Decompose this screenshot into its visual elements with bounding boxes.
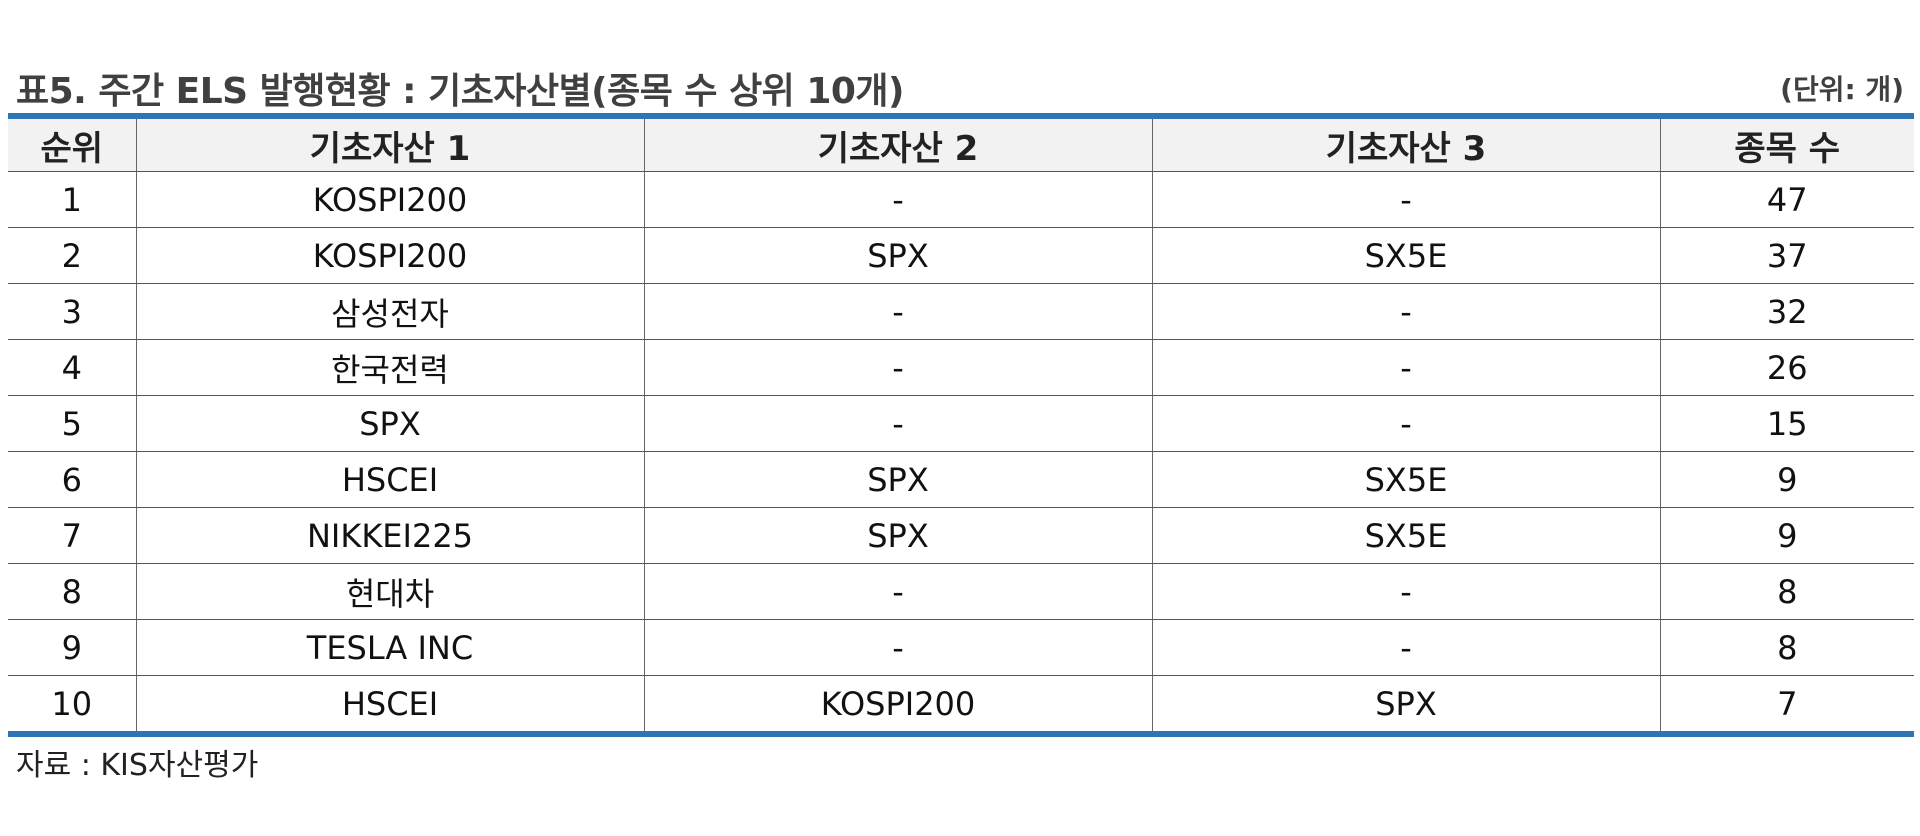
table-row: 8 현대차 - - 8 — [8, 563, 1914, 620]
cell-rank: 5 — [8, 395, 136, 452]
cell-count: 37 — [1659, 227, 1914, 284]
cell-count: 8 — [1659, 563, 1914, 620]
cell-count: 47 — [1659, 171, 1914, 228]
cell-underlying-3: - — [1151, 171, 1660, 228]
table-row: 1 KOSPI200 - - 47 — [8, 171, 1914, 228]
cell-underlying-1: NIKKEI225 — [135, 507, 644, 564]
cell-underlying-3: - — [1151, 395, 1660, 452]
cell-count: 9 — [1659, 507, 1914, 564]
cell-underlying-1: 한국전력 — [135, 339, 644, 396]
cell-rank: 8 — [8, 563, 136, 620]
table-row: 3 삼성전자 - - 32 — [8, 283, 1914, 340]
header-count: 종목 수 — [1659, 113, 1914, 172]
els-table-container: 순위 기초자산 1 기초자산 2 기초자산 3 종목 수 1 KOSPI200 … — [8, 113, 1914, 737]
cell-rank: 1 — [8, 171, 136, 228]
cell-count: 9 — [1659, 451, 1914, 508]
cell-underlying-2: - — [643, 563, 1152, 620]
cell-underlying-1: SPX — [135, 395, 644, 452]
header-underlying-2: 기초자산 2 — [643, 113, 1152, 172]
cell-rank: 10 — [8, 675, 136, 737]
table-row: 10 HSCEI KOSPI200 SPX 7 — [8, 675, 1914, 737]
table-title: 표5. 주간 ELS 발행현황 : 기초자산별(종목 수 상위 10개) — [16, 71, 905, 112]
table-row: 9 TESLA INC - - 8 — [8, 619, 1914, 676]
cell-count: 32 — [1659, 283, 1914, 340]
cell-rank: 6 — [8, 451, 136, 508]
cell-underlying-3: SX5E — [1151, 227, 1660, 284]
cell-count: 26 — [1659, 339, 1914, 396]
cell-rank: 4 — [8, 339, 136, 396]
table-row: 5 SPX - - 15 — [8, 395, 1914, 452]
header-rank: 순위 — [8, 113, 136, 172]
cell-underlying-1: HSCEI — [135, 451, 644, 508]
cell-underlying-1: TESLA INC — [135, 619, 644, 676]
cell-underlying-2: - — [643, 339, 1152, 396]
cell-underlying-3: - — [1151, 563, 1660, 620]
table-row: 4 한국전력 - - 26 — [8, 339, 1914, 396]
cell-underlying-2: SPX — [643, 507, 1152, 564]
table-row: 2 KOSPI200 SPX SX5E 37 — [8, 227, 1914, 284]
cell-underlying-3: - — [1151, 619, 1660, 676]
cell-underlying-3: SPX — [1151, 675, 1660, 737]
cell-underlying-1: KOSPI200 — [135, 227, 644, 284]
cell-count: 15 — [1659, 395, 1914, 452]
header-underlying-3: 기초자산 3 — [1151, 113, 1660, 172]
cell-underlying-2: - — [643, 171, 1152, 228]
table-row: 7 NIKKEI225 SPX SX5E 9 — [8, 507, 1914, 564]
cell-rank: 2 — [8, 227, 136, 284]
cell-underlying-1: 현대차 — [135, 563, 644, 620]
cell-underlying-2: SPX — [643, 227, 1152, 284]
cell-underlying-3: - — [1151, 283, 1660, 340]
cell-underlying-1: KOSPI200 — [135, 171, 644, 228]
cell-rank: 9 — [8, 619, 136, 676]
cell-underlying-1: HSCEI — [135, 675, 644, 737]
cell-underlying-2: - — [643, 283, 1152, 340]
cell-underlying-3: - — [1151, 339, 1660, 396]
cell-count: 7 — [1659, 675, 1914, 737]
cell-underlying-2: - — [643, 395, 1152, 452]
header-underlying-1: 기초자산 1 — [135, 113, 644, 172]
table-row: 6 HSCEI SPX SX5E 9 — [8, 451, 1914, 508]
cell-underlying-2: SPX — [643, 451, 1152, 508]
cell-rank: 3 — [8, 283, 136, 340]
cell-underlying-2: KOSPI200 — [643, 675, 1152, 737]
cell-rank: 7 — [8, 507, 136, 564]
cell-underlying-3: SX5E — [1151, 451, 1660, 508]
cell-underlying-1: 삼성전자 — [135, 283, 644, 340]
unit-label: (단위: 개) — [1780, 73, 1904, 106]
cell-underlying-2: - — [643, 619, 1152, 676]
els-issuance-table: 순위 기초자산 1 기초자산 2 기초자산 3 종목 수 1 KOSPI200 … — [8, 113, 1914, 737]
cell-count: 8 — [1659, 619, 1914, 676]
source-note: 자료 : KIS자산평가 — [16, 748, 259, 783]
cell-underlying-3: SX5E — [1151, 507, 1660, 564]
table-header-row: 순위 기초자산 1 기초자산 2 기초자산 3 종목 수 — [8, 113, 1914, 172]
table-caption: 표5. 주간 ELS 발행현황 : 기초자산별(종목 수 상위 10개) (단위… — [14, 56, 1910, 112]
